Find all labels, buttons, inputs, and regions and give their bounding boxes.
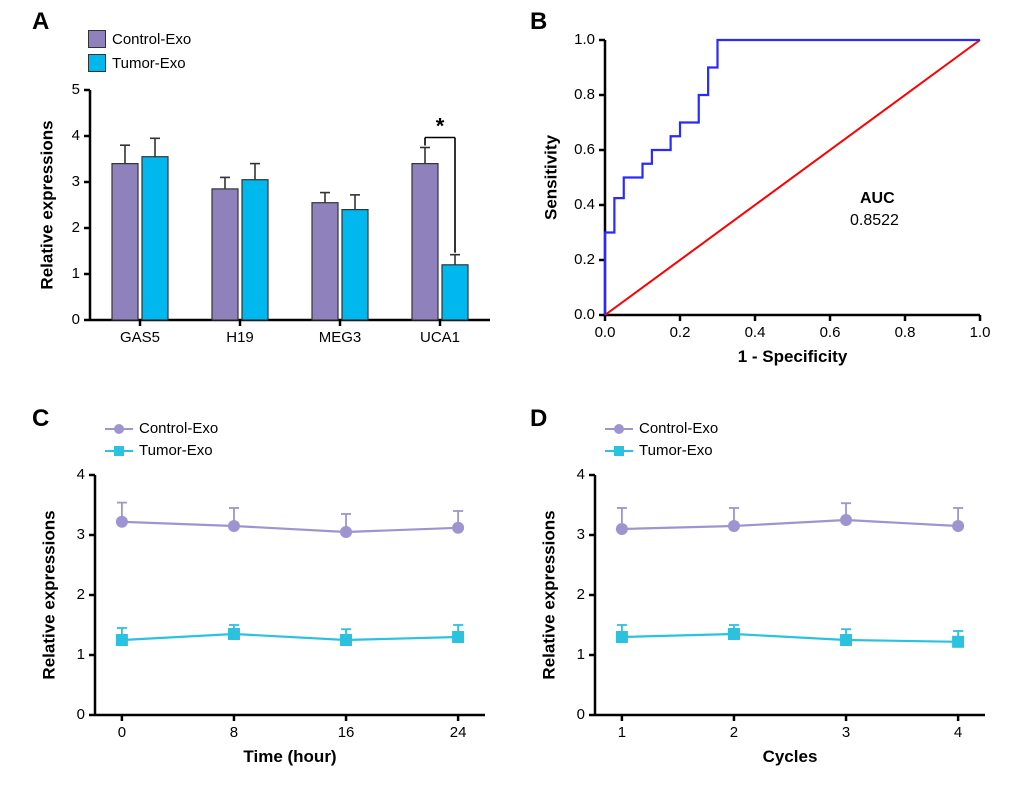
- svg-text:1: 1: [77, 646, 85, 663]
- svg-text:1: 1: [577, 646, 585, 663]
- legend-label-control: Control-Exo: [112, 31, 191, 48]
- panel-a-legend-tumor: Tumor-Exo: [88, 54, 186, 72]
- svg-text:1.0: 1.0: [574, 31, 595, 48]
- svg-text:1 - Specificity: 1 - Specificity: [738, 347, 848, 366]
- panel-d-legend-tumor: Tumor-Exo: [605, 442, 713, 459]
- svg-text:3: 3: [72, 173, 80, 190]
- svg-text:0: 0: [118, 724, 126, 741]
- panel-c-legend-control: Control-Exo: [105, 420, 218, 437]
- panel-c: Control-Exo Tumor-Exo 0 1 2 3 4 0 8 16 24 Relativ…: [30, 420, 500, 770]
- svg-text:2: 2: [72, 219, 80, 236]
- svg-text:1.0: 1.0: [970, 324, 991, 341]
- legend-d-label-control: Control-Exo: [639, 420, 718, 437]
- legend-marker-control-d: [614, 424, 624, 434]
- svg-text:*: *: [436, 114, 445, 139]
- legend-line-control-c: [105, 428, 133, 430]
- panel-a-svg: 0 1 2 3 4 5 Relative expressions GAS5 H19 MEG3 UCA…: [30, 30, 500, 360]
- svg-text:Relative expressions: Relative expressions: [37, 120, 56, 289]
- legend-c-label-tumor: Tumor-Exo: [139, 442, 213, 459]
- legend-line-tumor-d: [605, 450, 633, 452]
- svg-text:4: 4: [72, 127, 80, 144]
- legend-c-label-control: Control-Exo: [139, 420, 218, 437]
- svg-text:0: 0: [72, 311, 80, 328]
- svg-text:1: 1: [618, 724, 626, 741]
- svg-text:3: 3: [842, 724, 850, 741]
- svg-text:3: 3: [577, 526, 585, 543]
- legend-marker-tumor-d: [614, 446, 624, 456]
- legend-swatch-tumor: [88, 54, 106, 72]
- svg-text:Relative expressions: Relative expressions: [539, 510, 558, 679]
- panel-d-svg: 0 1 2 3 4 1 2 3 4 Relative expressions Cycles: [530, 420, 1000, 770]
- svg-text:0.6: 0.6: [820, 324, 841, 341]
- svg-text:0.8: 0.8: [574, 86, 595, 103]
- legend-label-tumor: Tumor-Exo: [112, 55, 186, 72]
- legend-d-label-tumor: Tumor-Exo: [639, 442, 713, 459]
- legend-line-control-d: [605, 428, 633, 430]
- svg-text:0.6: 0.6: [574, 141, 595, 158]
- svg-text:0.4: 0.4: [745, 324, 766, 341]
- svg-text:4: 4: [77, 466, 85, 483]
- svg-text:Sensitivity: Sensitivity: [541, 134, 560, 220]
- svg-text:5: 5: [72, 81, 80, 98]
- svg-text:3: 3: [77, 526, 85, 543]
- svg-text:2: 2: [577, 586, 585, 603]
- figure: A Control-Exo Tumor-Exo 012345Relative e…: [0, 0, 1020, 786]
- svg-text:0.8: 0.8: [895, 324, 916, 341]
- svg-text:0.2: 0.2: [670, 324, 691, 341]
- svg-text:0: 0: [77, 706, 85, 723]
- svg-text:0: 0: [577, 706, 585, 723]
- svg-text:H19: H19: [226, 329, 254, 346]
- svg-text:0.0: 0.0: [595, 324, 616, 341]
- svg-text:GAS5: GAS5: [120, 329, 160, 346]
- panel-c-legend-tumor: Tumor-Exo: [105, 442, 213, 459]
- legend-marker-control-c: [114, 424, 124, 434]
- panel-c-svg: 0 1 2 3 4 0 8 16 24 Relative expressions Time (hou…: [30, 420, 500, 770]
- svg-text:2: 2: [77, 586, 85, 603]
- svg-text:1: 1: [72, 265, 80, 282]
- legend-line-tumor-c: [105, 450, 133, 452]
- svg-text:UCA1: UCA1: [420, 329, 460, 346]
- svg-text:Cycles: Cycles: [763, 747, 818, 766]
- svg-text:4: 4: [577, 466, 585, 483]
- svg-text:0.0: 0.0: [574, 306, 595, 323]
- svg-text:Relative expressions: Relative expressions: [39, 510, 58, 679]
- panel-b-svg: 0.0 0.2 0.4 0.6 0.8 1.0 0.0 0.2 0.4 0.6 0.8 1.0 Sens…: [530, 20, 1000, 370]
- svg-text:0.2: 0.2: [574, 251, 595, 268]
- svg-text:0.4: 0.4: [574, 196, 595, 213]
- legend-marker-tumor-c: [114, 446, 124, 456]
- auc-label: AUC: [860, 190, 895, 208]
- svg-text:8: 8: [230, 724, 238, 741]
- panel-d: Control-Exo Tumor-Exo 0 1 2 3 4 1 2 3 4 Relative …: [530, 420, 1000, 770]
- auc-value: 0.8522: [850, 212, 899, 230]
- panel-b: 0.0 0.2 0.4 0.6 0.8 1.0 0.0 0.2 0.4 0.6 0.8 1.0 Sens…: [530, 20, 1000, 370]
- panel-d-legend-control: Control-Exo: [605, 420, 718, 437]
- svg-text:Time (hour): Time (hour): [243, 747, 336, 766]
- svg-text:MEG3: MEG3: [319, 329, 362, 346]
- legend-swatch-control: [88, 30, 106, 48]
- svg-text:2: 2: [730, 724, 738, 741]
- svg-text:24: 24: [450, 724, 467, 741]
- svg-text:16: 16: [338, 724, 355, 741]
- panel-a: Control-Exo Tumor-Exo 0 1 2 3 4 5 Relative exp…: [30, 30, 500, 360]
- svg-text:4: 4: [954, 724, 962, 741]
- panel-a-legend-control: Control-Exo: [88, 30, 191, 48]
